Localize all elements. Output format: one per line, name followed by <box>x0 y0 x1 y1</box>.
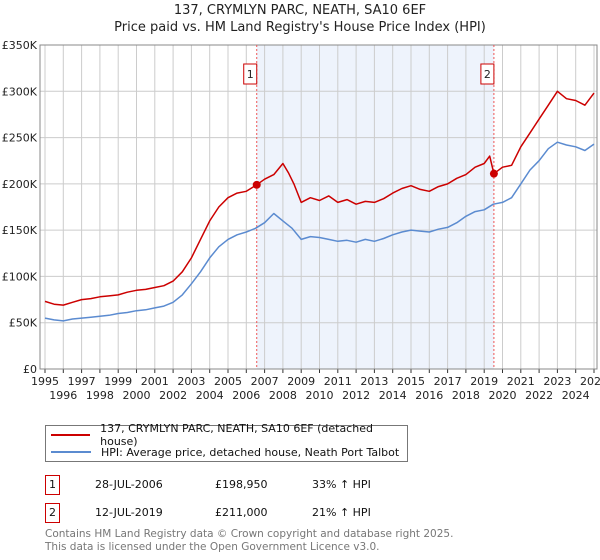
footer: Contains HM Land Registry data © Crown c… <box>45 528 453 554</box>
sale-hpi-diff: 21% ↑ HPI <box>312 506 371 519</box>
x-tick-label: 2016 <box>415 389 443 402</box>
y-tick-label: £250K <box>2 132 38 145</box>
sale-marker-badge: 2 <box>45 503 60 523</box>
y-tick-label: £150K <box>2 224 38 237</box>
x-tick-label: 2006 <box>232 389 260 402</box>
sale-label: 1 <box>247 68 254 81</box>
x-tick-label: 2012 <box>342 389 370 402</box>
x-tick-label: 2007 <box>251 375 279 388</box>
y-tick-label: £350K <box>2 39 38 52</box>
x-tick-label: 2003 <box>177 375 205 388</box>
sale-point <box>489 169 498 178</box>
x-tick-label: 1998 <box>86 389 114 402</box>
x-tick-label: 2018 <box>452 389 480 402</box>
footer-copyright: Contains HM Land Registry data © Crown c… <box>45 528 454 540</box>
legend-label: 137, CRYMLYN PARC, NEATH, SA10 6EF (deta… <box>100 422 373 448</box>
hpi-line <box>44 141 595 322</box>
x-tick-label: 2017 <box>434 375 462 388</box>
property-price-line <box>44 90 595 306</box>
price-chart: 1995199619971998199920002001200220032004… <box>2 39 600 402</box>
sale-row: 1 28-JUL-2006 £198,950 33% ↑ HPI <box>45 475 445 495</box>
chart-subtitle: Price paid vs. HM Land Registry's House … <box>114 20 486 35</box>
x-tick-label: 2025 <box>580 375 600 388</box>
x-tick-label: 2001 <box>141 375 169 388</box>
sale-label-box <box>480 63 495 85</box>
x-tick-label: 2010 <box>306 389 334 402</box>
legend: 137, CRYMLYN PARC, NEATH, SA10 6EF (deta… <box>45 422 408 462</box>
sale-price: £198,950 <box>215 478 268 491</box>
footer-licence: This data is licensed under the Open Gov… <box>45 541 380 553</box>
legend-label: HPI: Average price, detached house, Neat… <box>101 445 400 459</box>
x-tick-label: 2015 <box>397 375 425 388</box>
x-tick-label: 2020 <box>489 389 517 402</box>
x-tick-label: 2021 <box>507 375 535 388</box>
chart-title: 137, CRYMLYN PARC, NEATH, SA10 6EF <box>173 3 427 18</box>
x-tick-label: 2008 <box>269 389 297 402</box>
x-tick-label: 2023 <box>543 375 571 388</box>
x-tick-label: 2019 <box>470 375 498 388</box>
x-tick-label: 1997 <box>68 375 96 388</box>
x-tick-label: 2011 <box>324 375 352 388</box>
x-tick-label: 1999 <box>104 375 132 388</box>
x-tick-label: 1995 <box>31 375 59 388</box>
x-tick-label: 2004 <box>196 389 224 402</box>
y-tick-label: £300K <box>2 85 38 98</box>
legend-item-hpi: HPI: Average price, detached house, Neat… <box>46 444 399 460</box>
y-tick-label: £0 <box>23 363 37 376</box>
x-tick-label: 2024 <box>562 389 590 402</box>
x-tick-label: 2009 <box>287 375 315 388</box>
x-tick-label: 2022 <box>525 389 553 402</box>
x-tick-label: 1996 <box>49 389 77 402</box>
y-tick-label: £100K <box>2 270 38 283</box>
sale-label: 2 <box>484 68 491 81</box>
sale-row: 2 12-JUL-2019 £211,000 21% ↑ HPI <box>45 503 445 523</box>
plot-frame <box>39 44 598 370</box>
y-tick-label: £200K <box>2 178 38 191</box>
x-tick-label: 2013 <box>360 375 388 388</box>
x-tick-label: 2002 <box>159 389 187 402</box>
sale-date: 12-JUL-2019 <box>95 506 163 519</box>
x-tick-label: 2000 <box>123 389 151 402</box>
legend-swatch-red <box>51 434 91 436</box>
sale-marker-badge: 1 <box>45 475 60 495</box>
sale-price: £211,000 <box>215 506 268 519</box>
sale-point <box>252 180 261 189</box>
shaded-ownership-period <box>256 45 494 369</box>
legend-swatch-blue <box>51 451 91 453</box>
sale-date: 28-JUL-2006 <box>95 478 163 491</box>
sale-hpi-diff: 33% ↑ HPI <box>312 478 371 491</box>
x-tick-label: 2005 <box>214 375 242 388</box>
y-tick-label: £50K <box>9 317 38 330</box>
legend-item-property: 137, CRYMLYN PARC, NEATH, SA10 6EF (deta… <box>46 422 407 448</box>
x-tick-label: 2014 <box>379 389 407 402</box>
sale-label-box <box>243 63 258 85</box>
